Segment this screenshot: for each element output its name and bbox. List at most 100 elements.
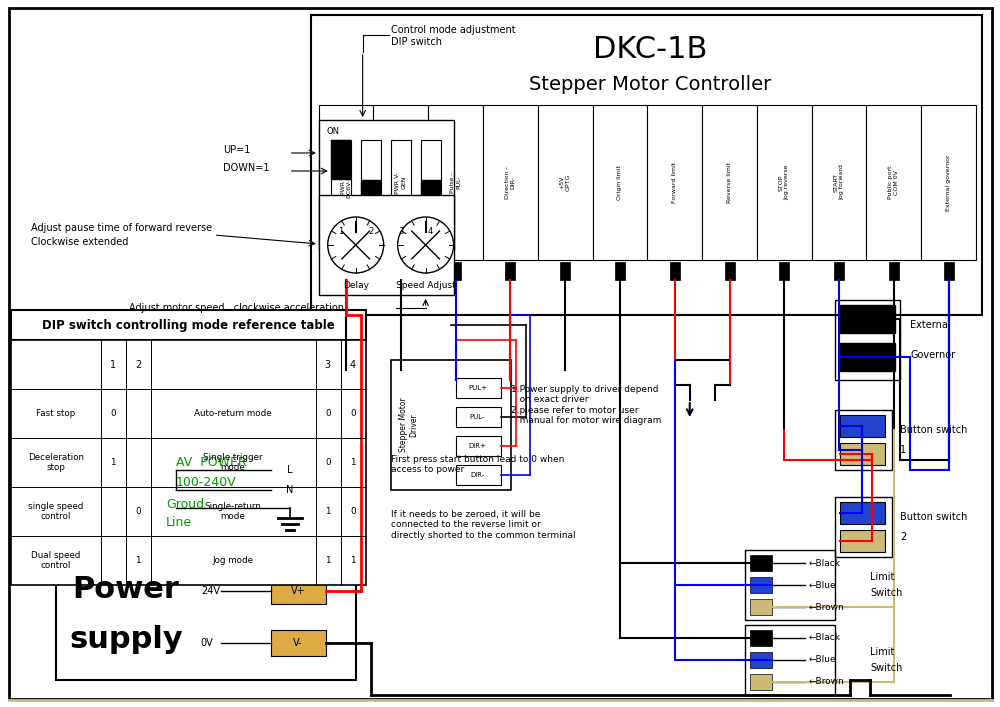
Bar bbox=[271, 479, 309, 501]
Bar bbox=[373, 105, 428, 260]
Text: PUL-: PUL- bbox=[470, 414, 485, 420]
Bar bbox=[840, 443, 885, 465]
Text: Limit: Limit bbox=[870, 647, 895, 657]
Bar bbox=[56, 430, 356, 680]
Text: DKC-1B: DKC-1B bbox=[593, 35, 708, 64]
Text: L: L bbox=[287, 465, 293, 475]
Text: +5V
OPTG: +5V OPTG bbox=[560, 174, 571, 191]
Text: 1: 1 bbox=[325, 507, 330, 516]
Bar bbox=[921, 105, 976, 260]
Text: V-: V- bbox=[293, 638, 302, 648]
Text: 1: 1 bbox=[350, 458, 355, 467]
Text: Adjust motor speed.  clockwise acceleration: Adjust motor speed. clockwise accelerati… bbox=[129, 303, 344, 313]
Text: Auto-return mode: Auto-return mode bbox=[194, 409, 272, 418]
Text: Control mode adjustment: Control mode adjustment bbox=[391, 25, 515, 35]
Text: 0: 0 bbox=[325, 458, 331, 467]
Bar bbox=[866, 105, 921, 260]
Text: External governor: External governor bbox=[946, 154, 951, 211]
Bar bbox=[750, 555, 772, 571]
Text: Public port
COM 0V: Public port COM 0V bbox=[888, 165, 899, 199]
Text: 1: 1 bbox=[110, 458, 116, 467]
Bar bbox=[835, 410, 892, 470]
Bar bbox=[750, 630, 772, 646]
Bar bbox=[391, 360, 511, 490]
Text: Button switch: Button switch bbox=[900, 425, 967, 435]
Text: ←Black: ←Black bbox=[808, 559, 840, 568]
Bar bbox=[750, 652, 772, 668]
Bar bbox=[319, 120, 454, 250]
Text: START
Jog forward: START Jog forward bbox=[834, 165, 844, 201]
Bar bbox=[615, 262, 625, 280]
Text: ←Blue: ←Blue bbox=[808, 580, 836, 590]
Text: 2: 2 bbox=[900, 532, 906, 542]
Bar bbox=[840, 530, 885, 552]
Text: 3: 3 bbox=[398, 228, 403, 237]
Text: Power: Power bbox=[72, 575, 179, 604]
Text: Dual speed
control: Dual speed control bbox=[31, 551, 81, 571]
Bar bbox=[271, 630, 326, 656]
Text: 24V: 24V bbox=[201, 586, 220, 596]
Bar bbox=[835, 300, 900, 380]
Text: PWR V+
DC6V-32V: PWR V+ DC6V-32V bbox=[341, 167, 352, 198]
Text: Jog mode: Jog mode bbox=[212, 556, 253, 565]
Text: DIP switch: DIP switch bbox=[391, 37, 442, 47]
Text: Governor: Governor bbox=[910, 350, 955, 360]
Text: single speed
control: single speed control bbox=[28, 502, 84, 521]
Text: Switch: Switch bbox=[870, 663, 903, 673]
Text: Stepper Motor Controller: Stepper Motor Controller bbox=[529, 76, 771, 95]
Bar bbox=[319, 195, 454, 295]
Text: 2: 2 bbox=[135, 359, 141, 370]
Bar bbox=[670, 262, 680, 280]
Text: V+: V+ bbox=[290, 586, 305, 596]
Bar bbox=[456, 407, 501, 427]
Text: Button switch: Button switch bbox=[900, 512, 967, 522]
Text: ON: ON bbox=[327, 127, 340, 136]
Text: Origin limit: Origin limit bbox=[617, 165, 622, 200]
Text: Delay: Delay bbox=[343, 281, 369, 290]
Bar bbox=[750, 674, 772, 690]
Text: DIR-: DIR- bbox=[470, 472, 485, 478]
Bar bbox=[319, 105, 373, 260]
Text: External: External bbox=[910, 320, 951, 330]
Text: Groud: Groud bbox=[166, 498, 204, 511]
Text: 0: 0 bbox=[350, 507, 356, 516]
Bar bbox=[834, 262, 844, 280]
Text: Pulse -
PUL-: Pulse - PUL- bbox=[450, 173, 461, 193]
Text: Forward limit: Forward limit bbox=[672, 162, 677, 203]
Bar bbox=[560, 262, 570, 280]
Text: ←Black: ←Black bbox=[808, 633, 840, 643]
Text: If it needs to be zeroed, it will be
connected to the reverse limit or
directly : If it needs to be zeroed, it will be con… bbox=[391, 510, 575, 540]
Bar bbox=[944, 262, 954, 280]
Text: supply: supply bbox=[69, 626, 183, 655]
Bar bbox=[593, 105, 647, 260]
Text: 3: 3 bbox=[325, 359, 331, 370]
Text: Reverse limit: Reverse limit bbox=[727, 162, 732, 203]
Text: 4: 4 bbox=[350, 359, 356, 370]
Text: 0: 0 bbox=[135, 507, 141, 516]
Bar bbox=[835, 497, 892, 557]
Text: Direction -
DIR-: Direction - DIR- bbox=[505, 166, 516, 199]
Bar bbox=[779, 262, 789, 280]
Bar bbox=[11, 310, 366, 340]
Bar bbox=[505, 262, 515, 280]
Bar bbox=[391, 140, 411, 220]
Bar bbox=[361, 140, 381, 220]
Bar bbox=[456, 378, 501, 398]
Bar bbox=[428, 105, 483, 260]
Bar bbox=[745, 550, 835, 620]
Text: 1: 1 bbox=[325, 556, 330, 565]
Bar bbox=[456, 436, 501, 456]
Text: AV  POWER: AV POWER bbox=[176, 455, 247, 469]
Bar bbox=[421, 180, 441, 220]
Text: Single trigger
mode: Single trigger mode bbox=[203, 452, 263, 472]
Bar bbox=[840, 343, 895, 371]
Bar bbox=[311, 15, 982, 315]
Bar bbox=[421, 140, 441, 220]
Text: Switch: Switch bbox=[870, 588, 903, 598]
Bar bbox=[702, 105, 757, 260]
Bar bbox=[451, 262, 461, 280]
Bar bbox=[757, 105, 812, 260]
Text: DOWN=1: DOWN=1 bbox=[223, 163, 269, 173]
Text: 0V: 0V bbox=[201, 638, 214, 648]
Text: PUL+: PUL+ bbox=[468, 385, 487, 391]
